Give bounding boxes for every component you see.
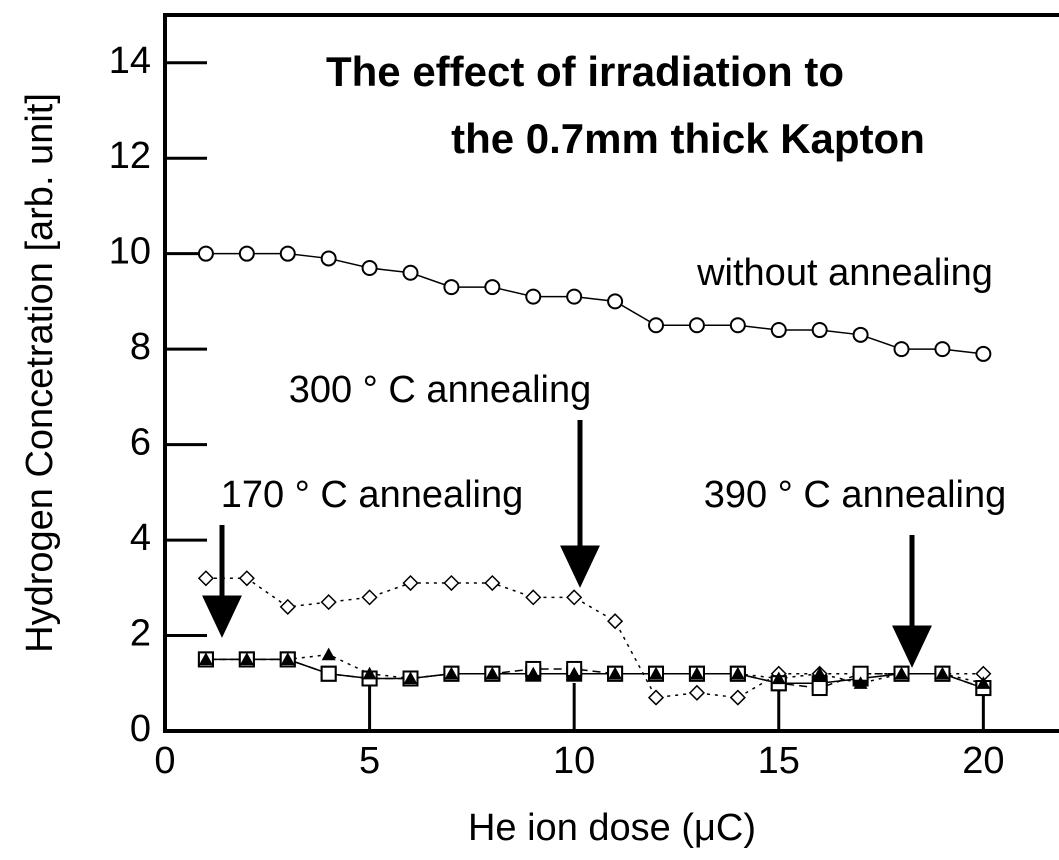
annotation: 170 ° C annealing xyxy=(221,474,524,516)
annotation: without annealing xyxy=(696,252,993,294)
marker xyxy=(649,666,664,680)
marker xyxy=(729,689,746,706)
marker xyxy=(607,293,624,310)
marker xyxy=(730,666,745,680)
marker xyxy=(238,245,255,262)
marker xyxy=(485,666,500,680)
marker xyxy=(647,689,665,706)
series-line xyxy=(205,653,984,685)
marker xyxy=(935,666,950,680)
x-tick-label: 5 xyxy=(359,740,380,782)
x-tick-label: 15 xyxy=(758,740,800,782)
marker xyxy=(894,666,909,680)
x-tick-label: 20 xyxy=(962,740,1004,782)
arrow-head xyxy=(202,595,242,638)
marker xyxy=(403,671,418,685)
marker xyxy=(688,684,705,701)
marker xyxy=(648,317,665,334)
y-tick-label: 4 xyxy=(130,517,151,559)
marker xyxy=(320,594,337,611)
marker xyxy=(811,322,828,339)
marker xyxy=(811,680,828,697)
marker xyxy=(361,259,378,276)
marker xyxy=(525,589,542,606)
marker xyxy=(443,279,460,296)
chart-title: The effect of irradiation to xyxy=(326,48,844,95)
marker xyxy=(607,613,624,630)
x-axis-label: He ion dose (μC) xyxy=(468,807,756,849)
y-tick-label: 8 xyxy=(130,326,151,368)
marker xyxy=(770,322,787,339)
y-tick-label: 0 xyxy=(130,708,151,750)
marker xyxy=(361,589,378,606)
y-tick-label: 14 xyxy=(109,40,151,82)
marker xyxy=(525,288,542,305)
marker xyxy=(444,666,459,680)
arrow-head xyxy=(892,625,932,668)
marker xyxy=(566,589,583,606)
marker xyxy=(239,652,254,665)
x-tick-label: 10 xyxy=(553,740,595,782)
marker xyxy=(279,598,296,615)
marker xyxy=(484,574,501,592)
marker xyxy=(320,250,337,267)
marker xyxy=(197,570,214,587)
marker xyxy=(771,671,786,685)
marker xyxy=(484,279,501,296)
marker xyxy=(279,245,296,262)
y-tick-label: 12 xyxy=(109,135,151,177)
marker xyxy=(976,676,991,689)
marker xyxy=(975,345,992,362)
marker xyxy=(567,666,582,680)
marker xyxy=(608,666,623,680)
marker xyxy=(812,666,827,680)
marker xyxy=(402,264,419,281)
marker xyxy=(443,574,460,592)
marker xyxy=(689,666,704,680)
y-tick-label: 2 xyxy=(130,613,151,655)
marker xyxy=(934,341,951,358)
plot-frame xyxy=(163,13,1059,733)
marker xyxy=(280,652,295,665)
y-tick-label: 6 xyxy=(130,422,151,464)
marker xyxy=(526,666,541,680)
marker xyxy=(893,341,910,358)
marker xyxy=(320,665,337,682)
marker xyxy=(198,652,213,665)
annotation: 390 ° C annealing xyxy=(704,474,1007,516)
y-axis-label: Hydrogen Concetration [arb. unit] xyxy=(19,93,61,653)
marker xyxy=(853,676,868,689)
marker xyxy=(402,574,419,592)
y-tick-label: 10 xyxy=(109,231,151,273)
marker xyxy=(852,326,869,343)
marker xyxy=(566,288,583,305)
marker xyxy=(688,317,705,334)
x-tick-label: 0 xyxy=(154,740,175,782)
marker xyxy=(197,245,214,262)
marker xyxy=(238,570,255,587)
marker xyxy=(362,666,377,680)
arrow-head xyxy=(560,545,600,588)
annotation: 300 ° C annealing xyxy=(289,369,592,411)
marker xyxy=(729,317,746,334)
marker xyxy=(321,647,336,661)
chart-title: the 0.7mm thick Kapton xyxy=(451,115,925,162)
arrows xyxy=(202,420,932,668)
